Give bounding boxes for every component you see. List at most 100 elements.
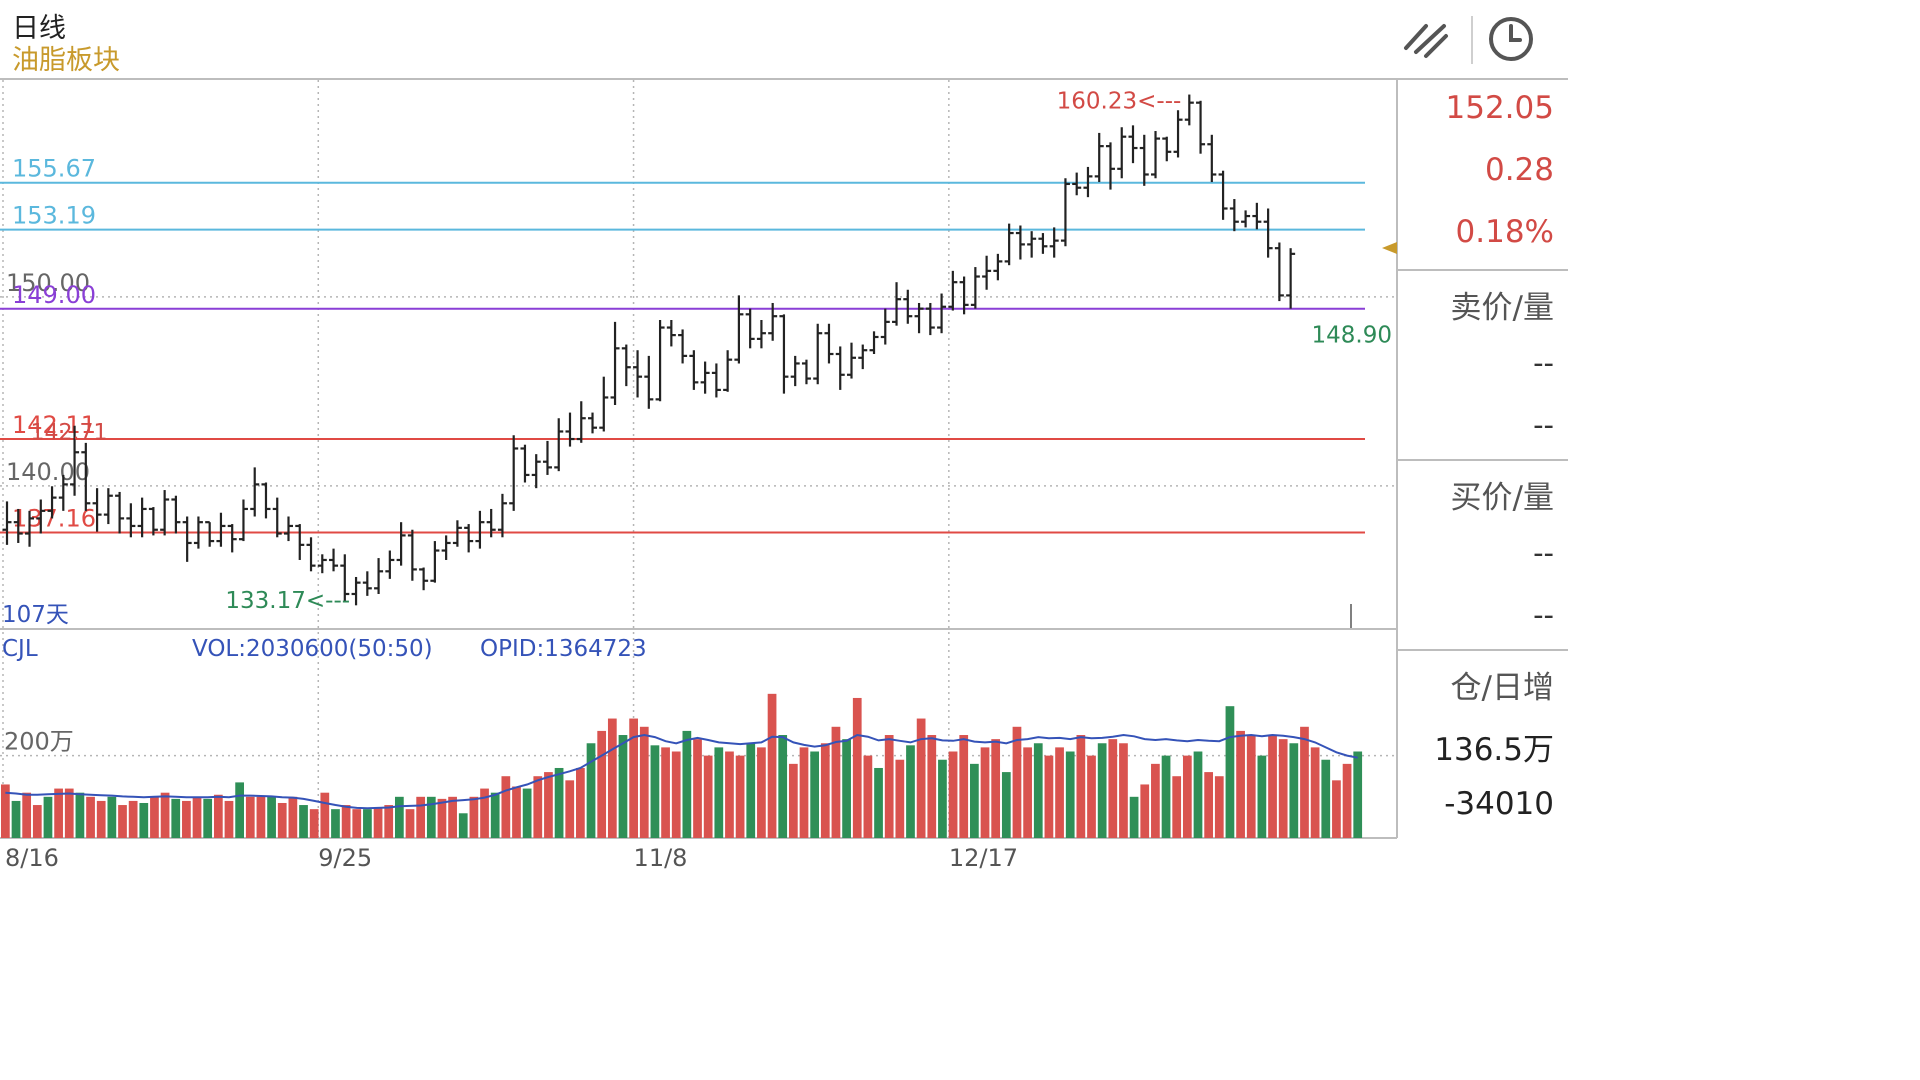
- volume-bar[interactable]: [1119, 743, 1128, 838]
- volume-bar[interactable]: [597, 730, 607, 838]
- volume-bar[interactable]: [224, 800, 234, 838]
- volume-bar[interactable]: [842, 739, 851, 838]
- volume-bar[interactable]: [213, 794, 223, 838]
- volume-bar[interactable]: [1055, 747, 1064, 838]
- volume-bar[interactable]: [1023, 747, 1032, 838]
- volume-bar[interactable]: [778, 735, 788, 838]
- volume-bar[interactable]: [863, 755, 873, 838]
- volume-bar[interactable]: [171, 798, 181, 838]
- volume-bar[interactable]: [725, 751, 734, 839]
- volume-bar[interactable]: [1332, 780, 1341, 838]
- volume-bar[interactable]: [54, 788, 63, 838]
- volume-bar[interactable]: [480, 788, 489, 838]
- volume-bar[interactable]: [1129, 796, 1139, 838]
- volume-bar[interactable]: [235, 782, 244, 838]
- volume-bar[interactable]: [1001, 772, 1011, 838]
- volume-bar[interactable]: [1076, 735, 1086, 838]
- volume-bar[interactable]: [160, 792, 170, 838]
- volume-bar[interactable]: [1321, 759, 1331, 838]
- volume-bar[interactable]: [363, 809, 372, 838]
- volume-bar[interactable]: [906, 745, 915, 838]
- volume-bar[interactable]: [1087, 755, 1096, 838]
- volume-bar[interactable]: [1012, 726, 1022, 838]
- volume-bar[interactable]: [693, 739, 702, 838]
- volume-bar[interactable]: [820, 743, 830, 838]
- volume-bar[interactable]: [1108, 739, 1118, 838]
- volume-bar[interactable]: [671, 751, 681, 839]
- volume-bar[interactable]: [1151, 763, 1160, 838]
- volume-bar[interactable]: [299, 805, 308, 838]
- volume-bar[interactable]: [501, 776, 511, 838]
- volume-bar[interactable]: [437, 798, 447, 838]
- volume-bar[interactable]: [1278, 739, 1288, 838]
- volume-bar[interactable]: [852, 697, 862, 838]
- volume-bar[interactable]: [788, 763, 798, 838]
- volume-bar[interactable]: [11, 800, 21, 838]
- volume-bar[interactable]: [916, 718, 926, 838]
- volume-bar[interactable]: [650, 745, 660, 838]
- volume-bar[interactable]: [927, 735, 937, 838]
- volume-bar[interactable]: [512, 786, 521, 838]
- volume-bar[interactable]: [1097, 743, 1107, 838]
- volume-bar[interactable]: [1172, 776, 1182, 838]
- volume-bar[interactable]: [565, 780, 575, 838]
- volume-bar[interactable]: [118, 805, 127, 838]
- volume-bar[interactable]: [1033, 743, 1043, 838]
- volume-bar[interactable]: [1300, 726, 1309, 838]
- clock-icon[interactable]: [1486, 14, 1536, 64]
- volume-bar[interactable]: [192, 796, 202, 838]
- volume-bar[interactable]: [1257, 755, 1267, 838]
- trendline-draw-icon[interactable]: [1400, 12, 1456, 64]
- volume-bar[interactable]: [1353, 751, 1363, 839]
- volume-bar[interactable]: [682, 730, 692, 838]
- volume-bar[interactable]: [458, 813, 468, 838]
- volume-bar[interactable]: [64, 788, 74, 838]
- volume-bar[interactable]: [1246, 735, 1256, 838]
- volume-bar[interactable]: [1214, 776, 1224, 838]
- volume-bar[interactable]: [288, 796, 298, 838]
- volume-bar[interactable]: [533, 776, 543, 838]
- volume-bar[interactable]: [544, 772, 553, 838]
- volume-bar[interactable]: [607, 718, 617, 838]
- volume-bar[interactable]: [1310, 747, 1320, 838]
- volume-bar[interactable]: [352, 809, 362, 838]
- volume-bar[interactable]: [405, 809, 415, 838]
- price-chart[interactable]: 8/16 9/25 11/8 12/17 140.00 150.00 155.67 153.1…: [0, 0, 1568, 875]
- volume-bar[interactable]: [576, 767, 585, 838]
- volume-bar[interactable]: [245, 796, 255, 838]
- volume-bar[interactable]: [96, 800, 106, 838]
- volume-bar[interactable]: [948, 751, 958, 839]
- volume-bar[interactable]: [277, 802, 287, 838]
- volume-bar[interactable]: [799, 747, 809, 838]
- volume-bar[interactable]: [629, 718, 638, 838]
- volume-bar[interactable]: [938, 759, 947, 838]
- volume-bar[interactable]: [1, 784, 10, 838]
- volume-bar[interactable]: [373, 807, 383, 838]
- instrument-name[interactable]: 油脂板块: [12, 45, 120, 76]
- volume-bar[interactable]: [980, 747, 990, 838]
- volume-bar[interactable]: [746, 743, 756, 838]
- volume-bar[interactable]: [86, 796, 95, 838]
- volume-bar[interactable]: [1065, 751, 1075, 839]
- volume-bar[interactable]: [1268, 735, 1277, 838]
- volume-bar[interactable]: [32, 805, 42, 838]
- volume-bar[interactable]: [490, 792, 500, 838]
- volume-bar[interactable]: [874, 767, 883, 838]
- volume-bar[interactable]: [1342, 763, 1352, 838]
- volume-bar[interactable]: [714, 747, 724, 838]
- volume-bar[interactable]: [203, 798, 213, 838]
- volume-bar[interactable]: [384, 805, 394, 838]
- volume-bar[interactable]: [1225, 706, 1235, 838]
- volume-bar[interactable]: [959, 735, 969, 838]
- volume-bar[interactable]: [394, 796, 404, 838]
- volume-bar[interactable]: [341, 805, 351, 838]
- volume-bar[interactable]: [320, 792, 330, 838]
- volume-bar[interactable]: [1289, 743, 1299, 838]
- volume-bar[interactable]: [970, 763, 979, 838]
- volume-bar[interactable]: [735, 755, 745, 838]
- volume-bar[interactable]: [416, 796, 426, 838]
- volume-bar[interactable]: [331, 809, 340, 838]
- volume-bar[interactable]: [1204, 772, 1214, 838]
- volume-bar[interactable]: [618, 735, 628, 838]
- volume-bar[interactable]: [895, 759, 905, 838]
